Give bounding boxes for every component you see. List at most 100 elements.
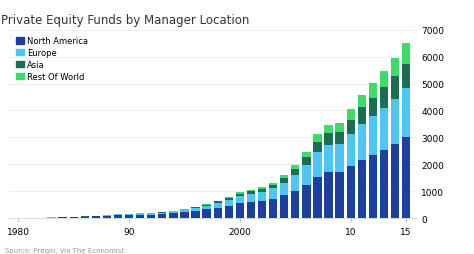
Bar xyxy=(258,189,266,192)
Bar xyxy=(280,176,288,179)
Bar xyxy=(225,197,233,198)
Bar xyxy=(169,213,178,218)
Bar xyxy=(269,183,277,185)
Bar xyxy=(236,193,244,194)
Bar xyxy=(214,201,222,202)
Bar xyxy=(380,150,388,218)
Bar xyxy=(81,217,89,218)
Bar xyxy=(269,199,277,218)
Bar xyxy=(258,201,266,218)
Bar xyxy=(313,142,321,153)
Bar xyxy=(346,135,355,166)
Bar xyxy=(402,44,410,64)
Bar xyxy=(302,166,310,185)
Bar xyxy=(291,169,300,176)
Bar xyxy=(313,135,321,142)
Bar xyxy=(336,123,344,132)
Bar xyxy=(125,214,133,215)
Bar xyxy=(158,214,166,218)
Bar xyxy=(103,215,111,216)
Bar xyxy=(336,132,344,144)
Bar xyxy=(225,200,233,206)
Bar xyxy=(302,157,310,166)
Bar xyxy=(147,213,155,215)
Bar xyxy=(158,213,166,214)
Bar xyxy=(313,177,321,218)
Bar xyxy=(269,185,277,189)
Bar xyxy=(324,125,333,134)
Text: Private Equity Funds by Manager Location: Private Equity Funds by Manager Location xyxy=(1,14,250,27)
Bar xyxy=(191,207,200,208)
Bar xyxy=(324,134,333,146)
Text: Source: Preqin, via The Economist: Source: Preqin, via The Economist xyxy=(5,247,124,253)
Bar xyxy=(346,110,355,120)
Bar xyxy=(236,194,244,196)
Bar xyxy=(225,206,233,218)
Bar xyxy=(302,185,310,218)
Bar xyxy=(313,153,321,177)
Bar xyxy=(357,95,366,107)
Bar xyxy=(225,198,233,200)
Bar xyxy=(214,203,222,208)
Bar xyxy=(236,203,244,218)
Bar xyxy=(380,72,388,88)
Bar xyxy=(169,212,178,213)
Bar xyxy=(380,108,388,150)
Bar xyxy=(280,183,288,196)
Bar xyxy=(247,202,255,218)
Bar xyxy=(269,189,277,199)
Bar xyxy=(236,196,244,203)
Bar xyxy=(391,100,399,145)
Bar xyxy=(380,88,388,108)
Bar xyxy=(158,212,166,213)
Bar xyxy=(247,190,255,192)
Bar xyxy=(136,214,145,215)
Bar xyxy=(202,210,211,218)
Bar xyxy=(258,192,266,201)
Bar xyxy=(391,59,399,77)
Bar xyxy=(214,208,222,218)
Bar xyxy=(136,215,145,218)
Bar xyxy=(147,215,155,218)
Bar xyxy=(302,152,310,157)
Bar xyxy=(336,172,344,218)
Bar xyxy=(214,202,222,203)
Bar xyxy=(202,204,211,205)
Bar xyxy=(369,155,377,218)
Bar xyxy=(202,205,211,206)
Bar xyxy=(324,146,333,173)
Bar xyxy=(324,173,333,218)
Bar xyxy=(402,138,410,218)
Bar xyxy=(280,179,288,183)
Bar xyxy=(258,187,266,189)
Bar xyxy=(369,98,377,117)
Bar xyxy=(357,160,366,218)
Bar xyxy=(357,107,366,124)
Bar xyxy=(103,216,111,218)
Bar xyxy=(291,165,300,169)
Bar xyxy=(202,206,211,210)
Bar xyxy=(125,215,133,218)
Bar xyxy=(391,145,399,218)
Bar xyxy=(280,196,288,218)
Bar xyxy=(291,191,300,218)
Bar xyxy=(247,194,255,202)
Bar xyxy=(191,208,200,211)
Bar xyxy=(191,211,200,218)
Bar xyxy=(291,176,300,191)
Bar xyxy=(247,192,255,194)
Bar xyxy=(346,120,355,135)
Bar xyxy=(180,213,189,218)
Bar xyxy=(92,216,100,217)
Bar xyxy=(180,210,189,213)
Bar xyxy=(336,144,344,172)
Bar xyxy=(92,217,100,218)
Bar xyxy=(391,77,399,100)
Bar xyxy=(169,211,178,212)
Bar xyxy=(346,166,355,218)
Bar xyxy=(357,124,366,160)
Bar xyxy=(114,215,122,218)
Bar xyxy=(369,84,377,98)
Legend: North America, Europe, Asia, Rest Of World: North America, Europe, Asia, Rest Of Wor… xyxy=(14,35,91,84)
Bar xyxy=(402,89,410,138)
